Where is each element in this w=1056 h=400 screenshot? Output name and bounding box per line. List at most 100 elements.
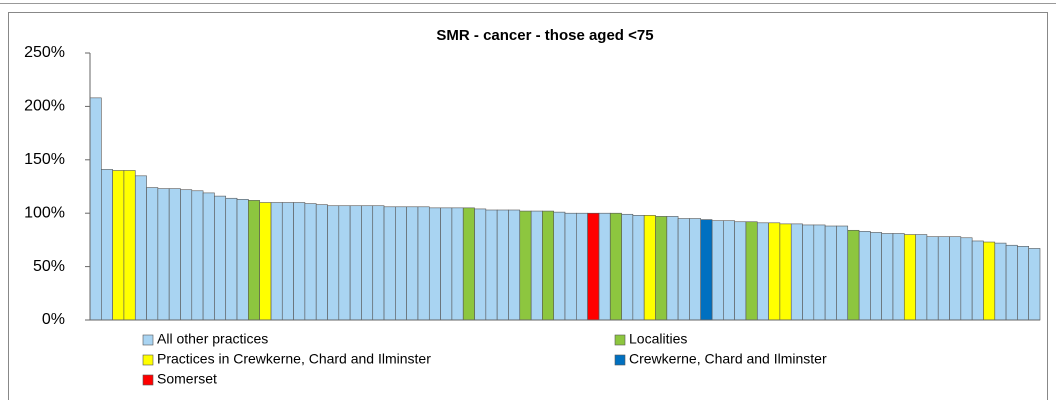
bar: [926, 236, 939, 321]
legend-label: Crewkerne, Chard and Ilminster: [629, 351, 827, 367]
bar: [666, 216, 679, 321]
bar: [508, 209, 521, 321]
bar: [281, 202, 294, 321]
bar: [677, 218, 690, 321]
bar: [836, 225, 849, 321]
bar: [553, 211, 566, 321]
legend-label: Somerset: [157, 371, 217, 387]
bar: [123, 170, 136, 321]
bar: [621, 213, 634, 321]
bar: [994, 242, 1007, 321]
bar: [496, 209, 509, 321]
bar: [180, 189, 193, 321]
bar: [349, 205, 362, 321]
legend-swatch: [142, 334, 154, 346]
y-tick-label: 150%: [24, 151, 65, 168]
bar: [1005, 244, 1018, 321]
bar: [983, 241, 996, 321]
bar: [756, 222, 769, 321]
bar: [338, 205, 351, 321]
bar: [723, 220, 735, 321]
y-tick-label: 200%: [24, 98, 65, 115]
bar: [462, 207, 475, 321]
y-tick-label: 250%: [24, 44, 65, 61]
bar: [451, 207, 464, 321]
bar: [700, 219, 713, 321]
bar: [971, 240, 984, 321]
bar: [225, 197, 238, 321]
bar: [1017, 246, 1029, 321]
bar: [361, 205, 374, 321]
bar: [146, 187, 159, 321]
bar: [485, 209, 498, 321]
bar: [315, 204, 328, 321]
bar: [779, 223, 792, 321]
bar: [101, 169, 113, 321]
bar: [214, 195, 227, 321]
bar: [202, 192, 215, 321]
bar: [949, 236, 962, 321]
bar: [915, 234, 928, 321]
bar: [428, 207, 441, 321]
bar: [304, 203, 317, 321]
bar: [903, 234, 916, 321]
bar: [1028, 248, 1041, 321]
legend-label: Localities: [629, 331, 687, 347]
bar: [542, 210, 554, 321]
bar: [293, 202, 306, 321]
bar: [598, 212, 611, 321]
bar: [134, 175, 147, 321]
bar: [643, 215, 656, 321]
bar: [711, 220, 724, 321]
bar: [858, 231, 871, 321]
legend-swatch: [142, 374, 154, 386]
bar: [734, 221, 747, 321]
bar: [587, 212, 600, 321]
bar: [802, 224, 815, 321]
bar: [632, 215, 645, 321]
legend-label: Practices in Crewkerne, Chard and Ilmins…: [157, 351, 431, 367]
bar: [327, 205, 340, 321]
legend-label: All other practices: [157, 331, 268, 347]
bar: [248, 200, 260, 321]
bar: [236, 199, 249, 321]
bar: [259, 202, 272, 321]
bar: [191, 190, 204, 321]
bar: [847, 229, 860, 321]
y-tick-label: 100%: [24, 204, 65, 221]
bar: [745, 221, 758, 321]
bar: [112, 170, 125, 321]
bar: [609, 212, 622, 321]
bar: [270, 202, 283, 321]
bar: [881, 233, 894, 321]
chart-frame: [8, 12, 1048, 400]
bar: [474, 208, 487, 321]
bar: [564, 212, 577, 321]
bar: [824, 225, 837, 321]
bar: [417, 206, 430, 321]
bar: [157, 188, 170, 321]
bar: [813, 224, 826, 321]
y-tick-label: 50%: [33, 258, 65, 275]
bar: [372, 205, 385, 321]
bar: [440, 207, 453, 321]
bar: [406, 206, 419, 321]
bar: [383, 206, 396, 321]
bar: [89, 97, 102, 321]
bar: [870, 232, 882, 321]
bar: [892, 233, 905, 321]
legend-swatch: [142, 354, 154, 366]
bar: [395, 206, 407, 321]
chart-title: SMR - cancer - those aged <75: [436, 27, 653, 44]
legend-swatch: [614, 354, 626, 366]
bar: [937, 236, 950, 321]
bar: [576, 212, 588, 321]
bar: [790, 223, 803, 321]
y-tick-label: 0%: [42, 311, 65, 328]
bar: [689, 218, 702, 321]
bar: [168, 188, 181, 321]
legend-swatch: [614, 334, 626, 346]
bar: [655, 216, 668, 321]
bar: [519, 210, 532, 321]
